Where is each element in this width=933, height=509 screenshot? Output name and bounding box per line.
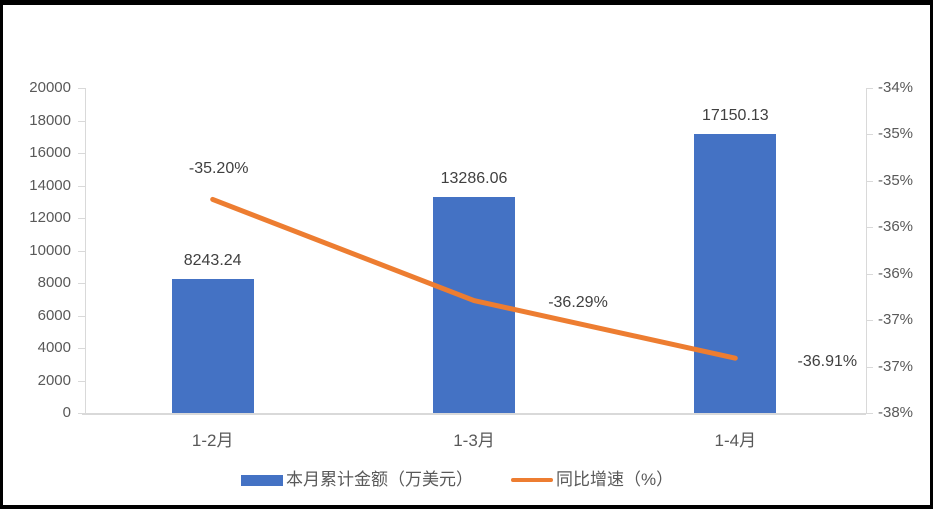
left-axis-tick-mark bbox=[78, 88, 85, 89]
left-axis-tick-label: 0 bbox=[62, 404, 71, 421]
legend-bar-swatch bbox=[241, 474, 283, 486]
right-axis-line bbox=[866, 88, 867, 413]
category-label: 1-3月 bbox=[453, 431, 495, 450]
legend-item: 同比增速（%） bbox=[511, 469, 673, 491]
right-axis-tick-mark bbox=[866, 227, 873, 229]
left-axis-tick-mark bbox=[78, 120, 85, 122]
left-axis-tick-label: 4000 bbox=[37, 339, 71, 356]
right-axis-tick-label: -34% bbox=[878, 79, 914, 96]
bar-1-3月 bbox=[433, 197, 515, 413]
right-axis-tick-mark bbox=[866, 366, 873, 368]
right-axis-tick-label: -37% bbox=[878, 357, 914, 375]
left-axis-tick-mark bbox=[78, 153, 85, 154]
right-axis-tick-label: -36% bbox=[878, 218, 914, 236]
left-axis-tick-label: 8000 bbox=[37, 274, 71, 291]
x-axis-line bbox=[82, 413, 866, 415]
left-axis-line bbox=[85, 88, 86, 413]
right-axis-tick-label: -35% bbox=[878, 171, 914, 189]
line-data-label: -35.20% bbox=[188, 160, 249, 178]
left-axis-tick-mark bbox=[78, 380, 85, 382]
left-axis-tick-mark bbox=[78, 413, 85, 414]
left-axis-tick-mark bbox=[78, 283, 85, 284]
bar-data-label: 13286.06 bbox=[440, 170, 508, 188]
legend-item: 本月累计金额（万美元） bbox=[241, 469, 473, 491]
line-data-label: -36.29% bbox=[548, 293, 608, 311]
left-axis-tick-label: 6000 bbox=[37, 306, 71, 324]
line-data-label: -36.91% bbox=[797, 353, 858, 371]
right-axis-tick-label: -35% bbox=[878, 125, 914, 143]
legend-line-swatch bbox=[511, 478, 553, 482]
right-axis-tick-label: -38% bbox=[878, 404, 914, 421]
legend-label: 同比增速（%） bbox=[556, 470, 674, 489]
left-axis-tick-label: 18000 bbox=[29, 111, 71, 129]
bar-data-label: 8243.24 bbox=[183, 252, 242, 270]
left-axis-tick-mark bbox=[78, 250, 85, 252]
left-axis-tick-mark bbox=[78, 348, 85, 349]
right-axis-tick-label: -37% bbox=[878, 311, 914, 329]
left-axis-tick-label: 2000 bbox=[37, 371, 71, 389]
bar-1-4月 bbox=[694, 134, 777, 413]
bar-1-2月 bbox=[171, 279, 254, 413]
left-axis-tick-label: 14000 bbox=[29, 176, 71, 194]
right-axis-tick-mark bbox=[866, 273, 873, 275]
left-axis-tick-mark bbox=[78, 315, 85, 317]
legend: 本月累计金额（万美元） 同比增速（%） bbox=[241, 469, 673, 491]
left-axis-tick-label: 10000 bbox=[29, 241, 71, 259]
bar-data-label: 17150.13 bbox=[701, 107, 769, 125]
right-axis-tick-mark bbox=[866, 88, 873, 89]
right-axis-tick-mark bbox=[866, 134, 873, 136]
legend-label: 本月累计金额（万美元） bbox=[286, 470, 473, 489]
left-axis-tick-label: 16000 bbox=[29, 144, 71, 161]
right-axis-tick-mark bbox=[866, 413, 873, 414]
right-axis-tick-mark bbox=[866, 180, 873, 182]
right-axis-tick-mark bbox=[866, 320, 873, 322]
left-axis-tick-mark bbox=[78, 185, 85, 187]
left-axis-tick-mark bbox=[78, 218, 85, 219]
right-axis-tick-label: -36% bbox=[878, 264, 914, 282]
left-axis-tick-label: 12000 bbox=[29, 209, 71, 226]
category-label: 1-4月 bbox=[714, 431, 757, 450]
category-label: 1-2月 bbox=[191, 431, 234, 450]
left-axis-tick-label: 20000 bbox=[29, 79, 71, 96]
